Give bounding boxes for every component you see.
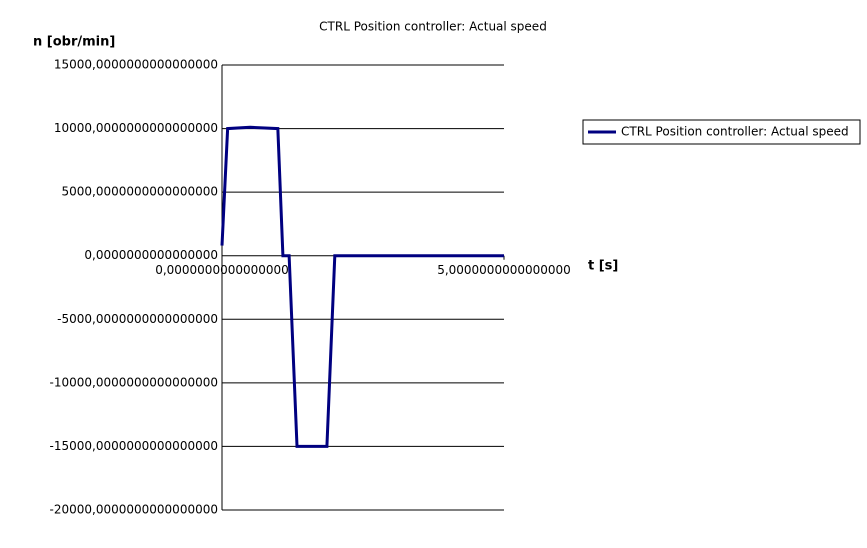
y-tick-label: 10000,0000000000000000: [54, 121, 218, 135]
y-tick-label: -10000,0000000000000000: [50, 375, 218, 389]
x-tick-label: 5,0000000000000000: [437, 263, 571, 277]
y-tick-label: -20000,0000000000000000: [50, 503, 218, 517]
y-tick-label: -15000,0000000000000000: [50, 439, 218, 453]
data-line: [220, 125, 504, 448]
legend-box: [582, 119, 861, 145]
y-tick-label: 5000,0000000000000000: [61, 185, 218, 199]
chart-title: CTRL Position controller: Actual speed: [319, 20, 547, 34]
x-tick-label: 0,0000000000000000: [155, 263, 289, 277]
legend-label: CTRL Position controller: Actual speed: [621, 125, 849, 139]
y-axis-label: n [obr/min]: [33, 35, 115, 50]
x-axis-label: t [s]: [588, 259, 618, 274]
y-tick-label: 15000,0000000000000000: [54, 58, 218, 72]
y-tick-label: 0,0000000000000000: [84, 248, 218, 262]
y-tick-label: -5000,0000000000000000: [57, 312, 218, 326]
